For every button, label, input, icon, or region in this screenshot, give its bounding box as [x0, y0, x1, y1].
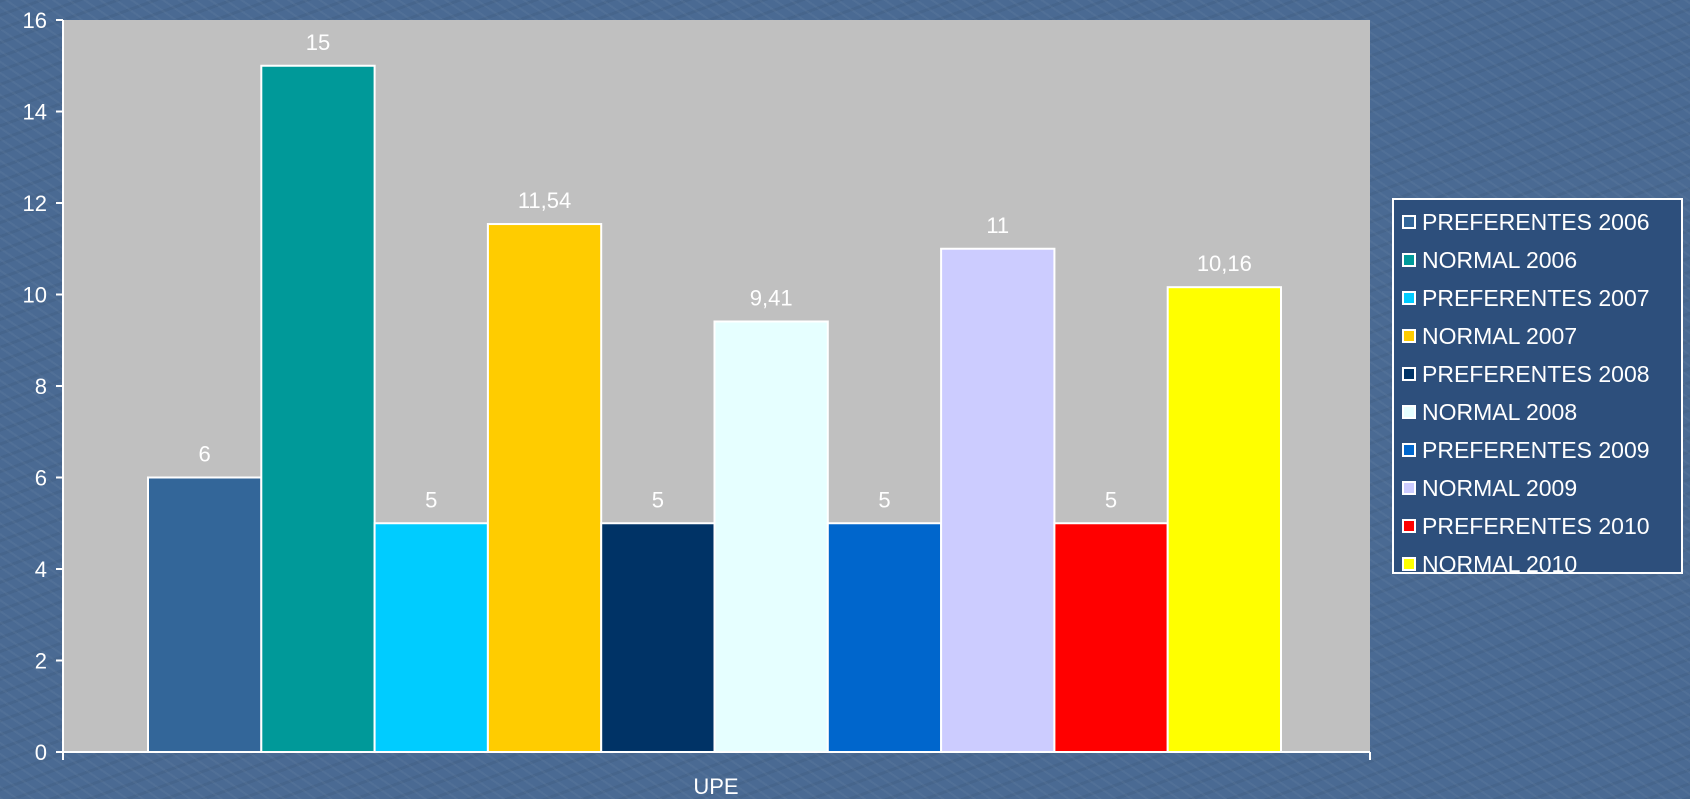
legend-label: PREFERENTES 2008: [1422, 360, 1650, 387]
legend-item: NORMAL 2008: [1402, 393, 1681, 431]
legend-swatch: [1402, 519, 1416, 533]
y-tick-label: 8: [35, 374, 47, 399]
legend-label: NORMAL 2007: [1422, 322, 1578, 349]
bar-preferentes-2009: [826, 522, 943, 753]
legend-swatch: [1402, 329, 1416, 343]
bar-normal-2007: [486, 223, 603, 754]
bar-preferentes-2008: [600, 522, 716, 753]
y-tick-label: 12: [23, 191, 47, 216]
chart-legend: PREFERENTES 2006 NORMAL 2006 PREFERENTES 2…: [1392, 198, 1683, 577]
bar-normal-2009: [940, 247, 1056, 753]
bar-preferentes-2006: [147, 476, 263, 753]
bar-normal-2008: [713, 320, 829, 753]
bar-normal-2010: [1166, 286, 1282, 753]
y-tick-label: 16: [23, 8, 47, 33]
y-axis: 0 2 4 6 8 10 12 14 16: [23, 8, 63, 765]
bar-preferentes-2007: [373, 522, 489, 753]
legend-label: PREFERENTES 2006: [1422, 208, 1650, 235]
legend-swatch: [1402, 253, 1416, 267]
legend-label: PREFERENTES 2009: [1422, 436, 1650, 463]
bar-normal-2006: [260, 64, 376, 753]
legend-item: PREFERENTES 2009: [1402, 431, 1681, 469]
legend-label: NORMAL 2010: [1422, 550, 1578, 577]
data-label: 5: [1105, 487, 1117, 512]
legend-swatch: [1402, 405, 1416, 419]
data-label: 6: [199, 442, 211, 467]
legend-label: PREFERENTES 2007: [1422, 284, 1650, 311]
legend-swatch: [1402, 215, 1416, 229]
y-tick-label: 4: [35, 557, 47, 582]
legend-swatch: [1402, 557, 1416, 571]
legend-label: PREFERENTES 2010: [1422, 512, 1650, 539]
legend-item: NORMAL 2009: [1402, 469, 1681, 507]
data-label: 5: [878, 487, 890, 512]
y-tick-label: 0: [35, 740, 47, 765]
legend-swatch: [1402, 443, 1416, 457]
data-label: 10,16: [1197, 251, 1252, 276]
data-label: 15: [306, 30, 330, 55]
legend-item: PREFERENTES 2006: [1402, 203, 1681, 241]
legend-item: PREFERENTES 2008: [1402, 355, 1681, 393]
legend-item: NORMAL 2007: [1402, 317, 1681, 355]
legend-swatch: [1402, 367, 1416, 381]
data-label: 5: [425, 487, 437, 512]
y-tick-label: 14: [23, 100, 47, 125]
data-label: 9,41: [750, 285, 793, 310]
bar-preferentes-2010: [1053, 522, 1169, 753]
legend-item: NORMAL 2010: [1402, 545, 1681, 583]
bar-series: [147, 64, 1282, 754]
y-tick-label: 6: [35, 466, 47, 491]
y-tick-label: 2: [35, 649, 47, 674]
legend-label: NORMAL 2006: [1422, 246, 1578, 273]
data-label: 5: [652, 487, 664, 512]
legend-item: PREFERENTES 2007: [1402, 279, 1681, 317]
legend-swatch: [1402, 291, 1416, 305]
data-labels: 6 15 5 11,54 5 9,41 5 11 5 10,16: [199, 30, 1252, 513]
data-label: 11: [986, 213, 1009, 238]
legend-swatch: [1402, 481, 1416, 495]
legend-label: NORMAL 2009: [1422, 474, 1578, 501]
legend-label: NORMAL 2008: [1422, 398, 1578, 425]
y-tick-label: 10: [23, 283, 47, 308]
data-label: 11,54: [518, 188, 571, 213]
x-axis-label: UPE: [693, 774, 738, 799]
legend-item: NORMAL 2006: [1402, 241, 1681, 279]
legend-item: PREFERENTES 2010: [1402, 507, 1681, 545]
